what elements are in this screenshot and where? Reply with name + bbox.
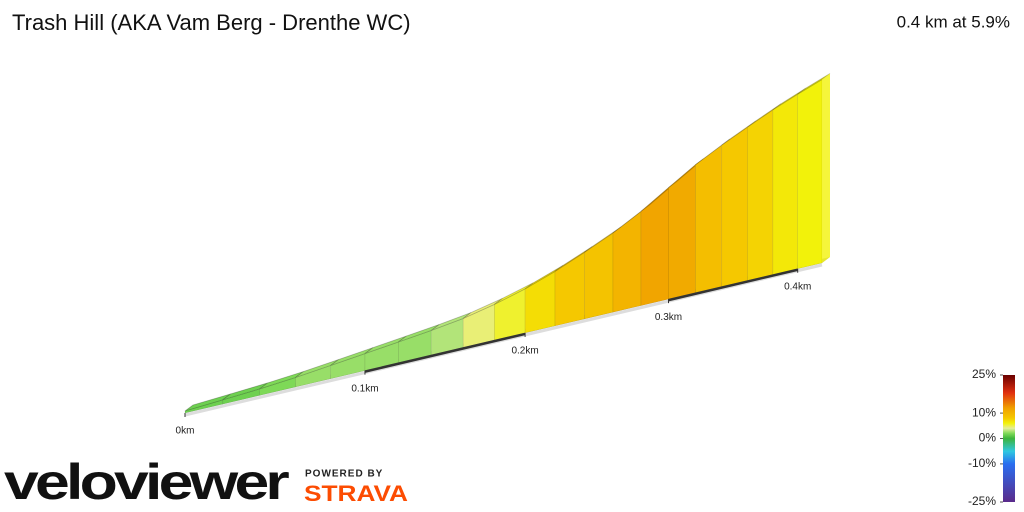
colorbar-label: 25% <box>972 367 996 381</box>
profile-end <box>822 73 830 263</box>
profile-segment <box>797 78 823 270</box>
profile-segment <box>747 109 774 281</box>
colorbar-label: -10% <box>968 456 996 470</box>
x-tick-label: 0.4km <box>784 281 811 292</box>
chart-title: Trash Hill (AKA Vam Berg - Drenthe WC) <box>12 10 411 35</box>
profile-segment <box>640 186 669 306</box>
profile-segment <box>584 232 614 320</box>
tick-band <box>364 332 526 373</box>
profile-segment <box>612 210 642 313</box>
profile-segment <box>554 251 585 327</box>
x-tick-label: 0.3km <box>655 312 682 323</box>
strava: STRAVA <box>304 481 408 506</box>
profile <box>184 73 831 414</box>
colorbar <box>1003 375 1015 502</box>
tick-band <box>668 268 798 302</box>
profile-segment <box>695 144 723 294</box>
x-tick-label: 0.1km <box>351 383 378 394</box>
summary: 0.4 km at 5.9% <box>897 12 1010 31</box>
powered-by: POWERED BY <box>305 469 383 480</box>
colorbar-label: 10% <box>972 405 996 419</box>
logo: veloviewer <box>4 454 289 510</box>
x-tick-label: 0km <box>176 426 195 437</box>
profile-segment <box>721 126 748 287</box>
x-tick-label: 0.2km <box>511 346 538 357</box>
colorbar-label: 0% <box>979 431 997 445</box>
colorbar-label: -25% <box>968 494 996 508</box>
profile-segment <box>772 93 798 275</box>
